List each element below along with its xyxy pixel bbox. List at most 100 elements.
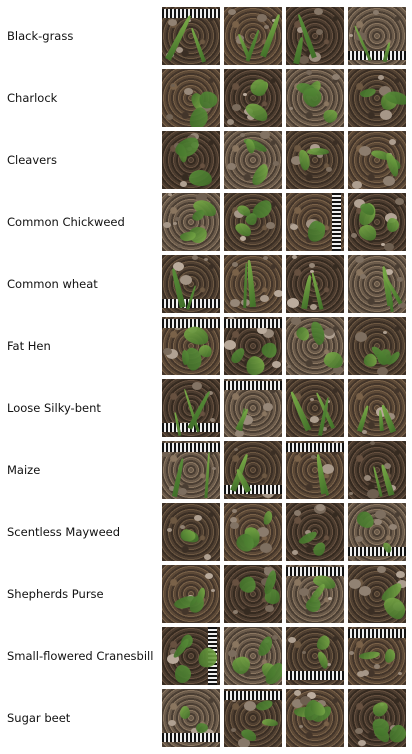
pebble	[167, 654, 179, 664]
species-label: Maize	[7, 463, 41, 477]
pebble	[273, 161, 279, 166]
pebble	[180, 525, 185, 529]
pebble	[300, 696, 311, 705]
pebble	[294, 690, 301, 696]
seedling-photo-tile	[286, 379, 344, 437]
seedling-photo-tile	[224, 441, 282, 499]
pebble	[322, 464, 334, 474]
pebble	[232, 509, 237, 513]
seedling-photo-tile	[286, 193, 344, 251]
species-row: Cleavers	[0, 131, 412, 189]
seedling-photo-tile	[286, 689, 344, 747]
seedling-photo-tile	[348, 627, 406, 685]
pebble	[168, 720, 176, 726]
pebble	[349, 579, 361, 589]
seedling-photo-tile	[162, 565, 220, 623]
pebble	[322, 427, 327, 431]
pebble	[257, 14, 267, 22]
species-row: Loose Silky-bent	[0, 379, 412, 437]
pebble	[374, 664, 380, 669]
pebble	[240, 236, 246, 241]
species-row: Small-flowered Cranesbill	[0, 627, 412, 685]
measurement-ruler	[224, 319, 282, 328]
pebble	[311, 455, 316, 459]
pebble	[384, 243, 394, 251]
pebble	[292, 699, 303, 708]
seedling-photo-tile	[348, 565, 406, 623]
pebble	[348, 554, 355, 560]
pebble	[196, 193, 207, 202]
pebble	[326, 167, 332, 172]
pebble	[310, 398, 314, 401]
pebble	[307, 692, 316, 699]
soil-background	[348, 255, 406, 313]
pebble	[212, 467, 216, 470]
species-label: Common Chickweed	[7, 215, 125, 229]
pebble	[378, 75, 384, 80]
species-label: Shepherds Purse	[7, 587, 104, 601]
pebble	[374, 519, 382, 525]
pebble	[228, 9, 236, 15]
seedling-leaf	[179, 705, 191, 720]
species-row: Maize	[0, 441, 412, 499]
pebble	[272, 361, 281, 368]
pebble	[260, 131, 270, 139]
pebble	[260, 543, 272, 553]
pebble	[191, 728, 198, 734]
pebble	[357, 671, 365, 677]
species-label: Small-flowered Cranesbill	[7, 649, 154, 663]
species-row: Common wheat	[0, 255, 412, 313]
pebble	[173, 222, 177, 225]
seedling-photo-tile	[224, 317, 282, 375]
pebble	[299, 56, 309, 64]
pebble	[167, 528, 172, 532]
pebble	[265, 605, 274, 612]
pebble	[184, 88, 193, 95]
seedling-photo-tile	[286, 69, 344, 127]
pebble	[232, 262, 238, 267]
pebble	[235, 430, 244, 437]
species-row: Charlock	[0, 69, 412, 127]
pebble	[383, 176, 395, 186]
pebble	[306, 70, 312, 75]
pebble	[324, 328, 334, 336]
soil-background	[286, 379, 344, 437]
pebble	[173, 262, 184, 271]
measurement-ruler	[348, 51, 406, 60]
pebble	[205, 573, 213, 579]
seedling-photo-tile	[348, 193, 406, 251]
pebble	[204, 554, 211, 560]
pebble	[332, 74, 340, 80]
pebble	[358, 740, 366, 746]
seedling-photo-tile	[224, 255, 282, 313]
pebble	[351, 233, 357, 238]
pebble	[244, 701, 256, 711]
pebble	[292, 550, 298, 555]
measurement-ruler	[224, 485, 282, 494]
pebble	[297, 27, 304, 33]
pebble	[257, 527, 269, 537]
seedling-photo-tile	[162, 193, 220, 251]
pebble	[263, 329, 274, 338]
pebble	[166, 349, 178, 359]
soil-background	[162, 193, 220, 251]
pebble	[360, 274, 366, 279]
pebble	[227, 119, 234, 125]
seedling-photo-tile	[286, 131, 344, 189]
species-label: Sugar beet	[7, 711, 71, 725]
seedling-photo-tile	[224, 7, 282, 65]
pebble	[355, 728, 363, 734]
pebble	[240, 133, 245, 137]
pebble	[224, 340, 236, 350]
seedling-photo-tile	[348, 131, 406, 189]
pebble	[349, 651, 354, 655]
pebble	[272, 635, 278, 640]
pebble	[177, 244, 182, 248]
pebble	[373, 10, 379, 15]
seedling-photo-tile	[286, 565, 344, 623]
pebble	[232, 699, 236, 702]
pebble	[162, 451, 169, 457]
pebble	[194, 515, 202, 521]
pebble	[166, 114, 173, 120]
seedling-photo-tile	[224, 131, 282, 189]
